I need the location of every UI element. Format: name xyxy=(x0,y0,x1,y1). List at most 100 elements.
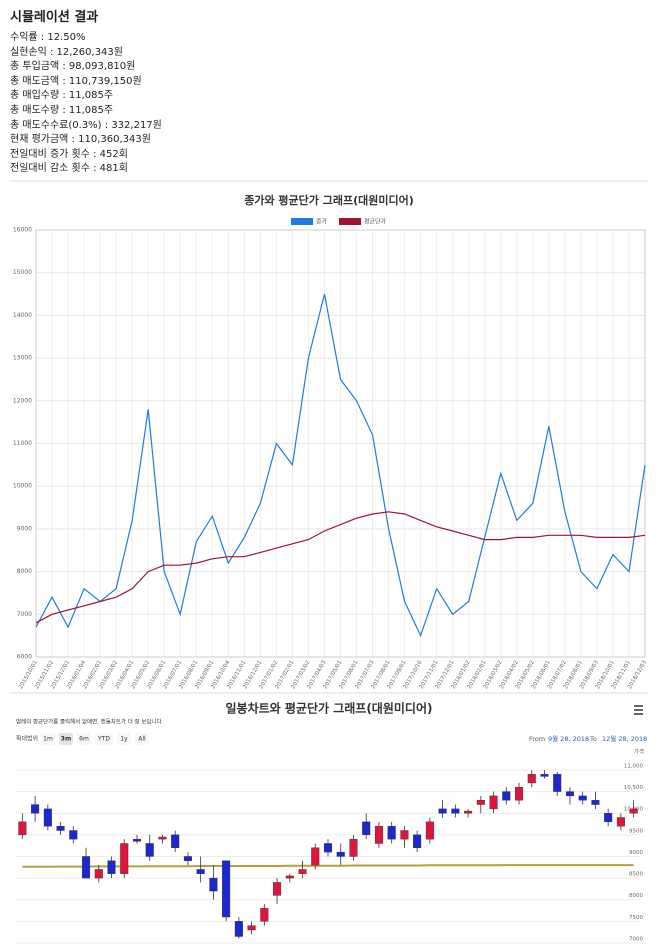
range-label: 확대범위 xyxy=(16,735,38,743)
summary-item: 전일대비 감소 횟수 : 481회 xyxy=(10,163,128,175)
y-tick-label: 7000 xyxy=(17,611,32,618)
summary-item: 총 매도수량 : 11,085주 xyxy=(10,104,114,116)
candle-body xyxy=(323,843,333,853)
y-tick-label: 14000 xyxy=(13,312,32,319)
range-button-label: 6m xyxy=(79,736,89,743)
summary-title: 시뮬레이션 결과 xyxy=(10,10,99,25)
legend-label: 종가 xyxy=(316,218,328,226)
range-button-label: 1m xyxy=(43,736,53,743)
candle-body xyxy=(336,851,345,857)
y-tick-label: 8000 xyxy=(629,893,643,899)
range-button[interactable]: 1m xyxy=(41,733,55,745)
y-tick-label: 7000 xyxy=(629,936,643,942)
summary-item: 수익률 : 12.50% xyxy=(10,32,86,43)
candle-body xyxy=(31,804,40,814)
range-button-bg xyxy=(77,733,91,745)
candle-body xyxy=(56,825,65,831)
range-button-label: 1y xyxy=(120,736,128,743)
candle-body xyxy=(273,882,282,896)
summary-item: 전일대비 증가 횟수 : 452회 xyxy=(10,148,128,160)
y-tick-label: 15000 xyxy=(13,269,32,276)
summary-item: 실현손익 : 12,260,343원 xyxy=(10,46,123,58)
y-tick-label: 10000 xyxy=(13,483,32,490)
y-tick-label: 11,000 xyxy=(624,763,644,769)
candle-body xyxy=(540,774,549,777)
range-button-label: YTD xyxy=(97,736,110,743)
candle-body xyxy=(171,834,180,849)
range-button[interactable]: 1y xyxy=(117,733,131,745)
series-line xyxy=(35,511,646,624)
summary-item: 현재 평가금액 : 110,360,343원 xyxy=(10,134,151,146)
range-button-bg xyxy=(59,733,73,745)
range-button-bg xyxy=(117,733,131,745)
candle-body xyxy=(604,813,613,823)
to-date: 12월 28, 2018 xyxy=(602,734,647,743)
candle-body xyxy=(69,830,78,840)
range-button[interactable]: YTD xyxy=(95,733,113,745)
candle-body xyxy=(209,877,218,892)
candle-body xyxy=(502,791,511,801)
chart-title: 종가와 평균단가 그래프(대원미디어) xyxy=(244,193,414,207)
range-button-bg xyxy=(95,733,113,745)
range-button[interactable]: 6m xyxy=(77,733,91,745)
summary-item: 총 매도금액 : 110,739,150원 xyxy=(10,75,142,87)
candle-body xyxy=(107,860,116,874)
candle-body xyxy=(234,921,243,937)
y-tick-label: 9000 xyxy=(17,525,32,532)
chart-subtitle: 범례의 평균단가를 클릭해서 없애면, 캔들차트가 더 잘 보입니다 xyxy=(16,718,162,726)
menu-icon[interactable] xyxy=(634,705,643,715)
candle-body xyxy=(349,838,358,857)
candle-body xyxy=(616,817,625,827)
y-tick-label: 13000 xyxy=(13,355,32,362)
candle-body xyxy=(565,791,574,797)
candle-body xyxy=(362,821,371,836)
candle-body xyxy=(158,836,167,840)
candle-body xyxy=(82,856,91,879)
candle-body xyxy=(464,810,473,814)
y-tick-label: 9500 xyxy=(629,828,643,834)
candle-body xyxy=(196,869,205,874)
y-tick-label: 12000 xyxy=(13,397,32,404)
range-button-label: 3m xyxy=(61,736,71,743)
range-button-bg xyxy=(135,733,149,745)
candle-body xyxy=(629,808,638,814)
range-button[interactable]: All xyxy=(135,733,149,745)
y-tick-label: 6000 xyxy=(17,654,32,661)
candle-body xyxy=(374,825,383,844)
candle-body xyxy=(311,847,320,866)
candle-body xyxy=(132,838,141,842)
candle-body xyxy=(451,808,460,814)
candle-body xyxy=(425,821,434,840)
range-button-label: All xyxy=(138,736,146,743)
candle-body xyxy=(591,800,600,805)
y-tick-label: 9000 xyxy=(629,850,643,856)
from-label: From xyxy=(529,735,545,743)
candle-body xyxy=(553,774,562,792)
candle-body xyxy=(94,869,103,879)
y-tick-label: 7500 xyxy=(629,915,643,921)
candle-body xyxy=(222,860,231,918)
summary-item: 총 매입수량 : 11,085주 xyxy=(10,90,114,102)
candle-body xyxy=(247,925,256,931)
from-date: 9월 28, 2018 xyxy=(548,734,589,743)
candle-body xyxy=(527,774,536,784)
y-tick-label: 11000 xyxy=(13,440,32,447)
legend-swatch xyxy=(339,218,361,225)
candle-body xyxy=(298,869,307,874)
range-button-bg xyxy=(41,733,55,745)
candle-body xyxy=(413,834,422,849)
y-tick-label: 10,500 xyxy=(624,785,644,791)
range-button[interactable]: 3m xyxy=(59,733,73,745)
candle-body xyxy=(285,875,294,879)
y-axis-label: 가격 xyxy=(634,748,644,756)
candle-body xyxy=(476,800,485,805)
candle-body xyxy=(120,843,129,874)
legend-swatch xyxy=(291,218,313,225)
summary-item: 총 매도수수료(0.3%) : 332,217원 xyxy=(10,119,162,131)
plot-border xyxy=(35,229,646,658)
candle-body xyxy=(183,856,192,861)
chart-title: 일봉차트와 평균단가 그래프(대원미디어) xyxy=(225,701,432,716)
